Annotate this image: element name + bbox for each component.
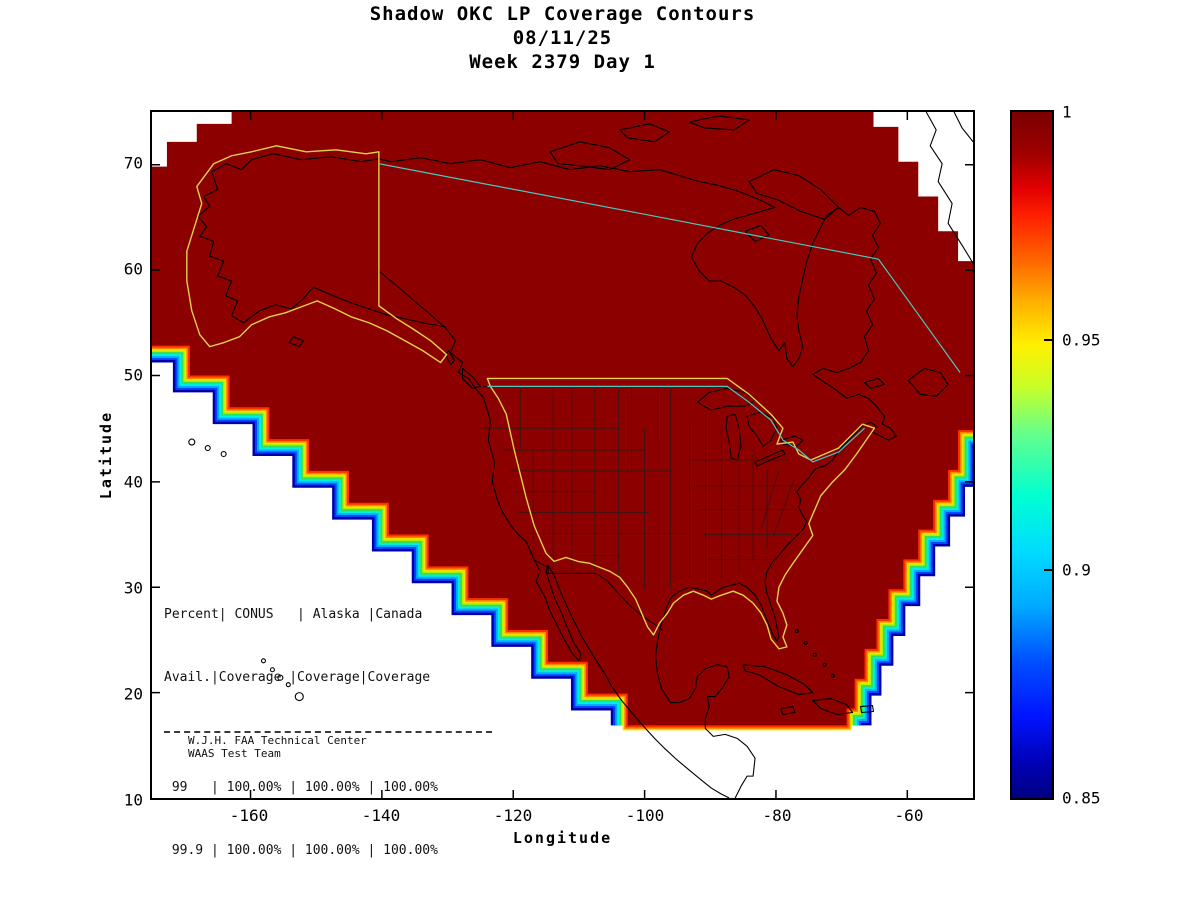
great-lakes-outline xyxy=(696,387,804,467)
y-tick-label-60: 60 xyxy=(123,259,143,279)
stats-row-99: 99 | 100.00% | 100.00% | 100.00% xyxy=(164,780,438,795)
y-tick-label-70: 70 xyxy=(123,153,143,173)
stats-header-row-1: Percent| CONUS | Alaska |Canada xyxy=(164,607,423,622)
x-tick-label-n160: -160 xyxy=(229,806,269,825)
colorbar-label-1: 1 xyxy=(1062,102,1072,122)
chart-week-day: Week 2379 Day 1 xyxy=(469,51,656,73)
table-divider xyxy=(164,731,492,733)
stats-header-row-2: Avail.|Coverage |Coverage|Coverage xyxy=(164,670,431,685)
colorbar-label-085: 0.85 xyxy=(1062,788,1101,808)
x-tick-label-n60: -60 xyxy=(894,806,924,825)
credit-note: W.J.H. FAA Technical Center WAAS Test Te… xyxy=(188,734,367,760)
colorbar-tick-095 xyxy=(1044,339,1052,341)
credit-line-1: W.J.H. FAA Technical Center xyxy=(188,734,367,747)
colorbar-label-095: 0.95 xyxy=(1062,330,1101,350)
colorbar-tick-090 xyxy=(1044,569,1052,571)
state-borders xyxy=(483,386,799,590)
x-tick-label-n100: -100 xyxy=(625,806,665,825)
title-block: Shadow OKC LP Coverage Contours 08/11/25… xyxy=(150,2,975,74)
credit-line-2: WAAS Test Team xyxy=(188,747,281,760)
x-tick-label-n140: -140 xyxy=(361,806,401,825)
canada-boundary-line xyxy=(378,163,961,463)
y-tick-label-50: 50 xyxy=(123,365,143,385)
colorbar xyxy=(1010,110,1054,800)
axis-tick-marks xyxy=(152,112,973,798)
coverage-region xyxy=(152,112,973,726)
y-tick-label-10: 10 xyxy=(123,790,143,810)
coverage-stats-table: Percent| CONUS | Alaska |Canada Avail.|C… xyxy=(164,562,492,900)
chart-title: Shadow OKC LP Coverage Contours xyxy=(369,3,756,25)
x-tick-label-n80: -80 xyxy=(762,806,792,825)
x-axis-label: Longitude xyxy=(512,829,613,847)
plot-area: Percent| CONUS | Alaska |Canada Avail.|C… xyxy=(150,110,975,858)
y-tick-label-40: 40 xyxy=(123,472,143,492)
stats-row-99-9: 99.9 | 100.00% | 100.00% | 100.00% xyxy=(164,843,438,858)
x-tick-label-n120: -120 xyxy=(493,806,533,825)
colorbar-label-09: 0.9 xyxy=(1062,560,1091,580)
coverage-map xyxy=(152,112,973,798)
chart-date: 08/11/25 xyxy=(512,27,613,49)
y-axis-label: Latitude xyxy=(97,410,115,500)
service-volume-outline xyxy=(186,145,876,650)
y-tick-label-20: 20 xyxy=(123,684,143,704)
y-tick-label-30: 30 xyxy=(123,578,143,598)
